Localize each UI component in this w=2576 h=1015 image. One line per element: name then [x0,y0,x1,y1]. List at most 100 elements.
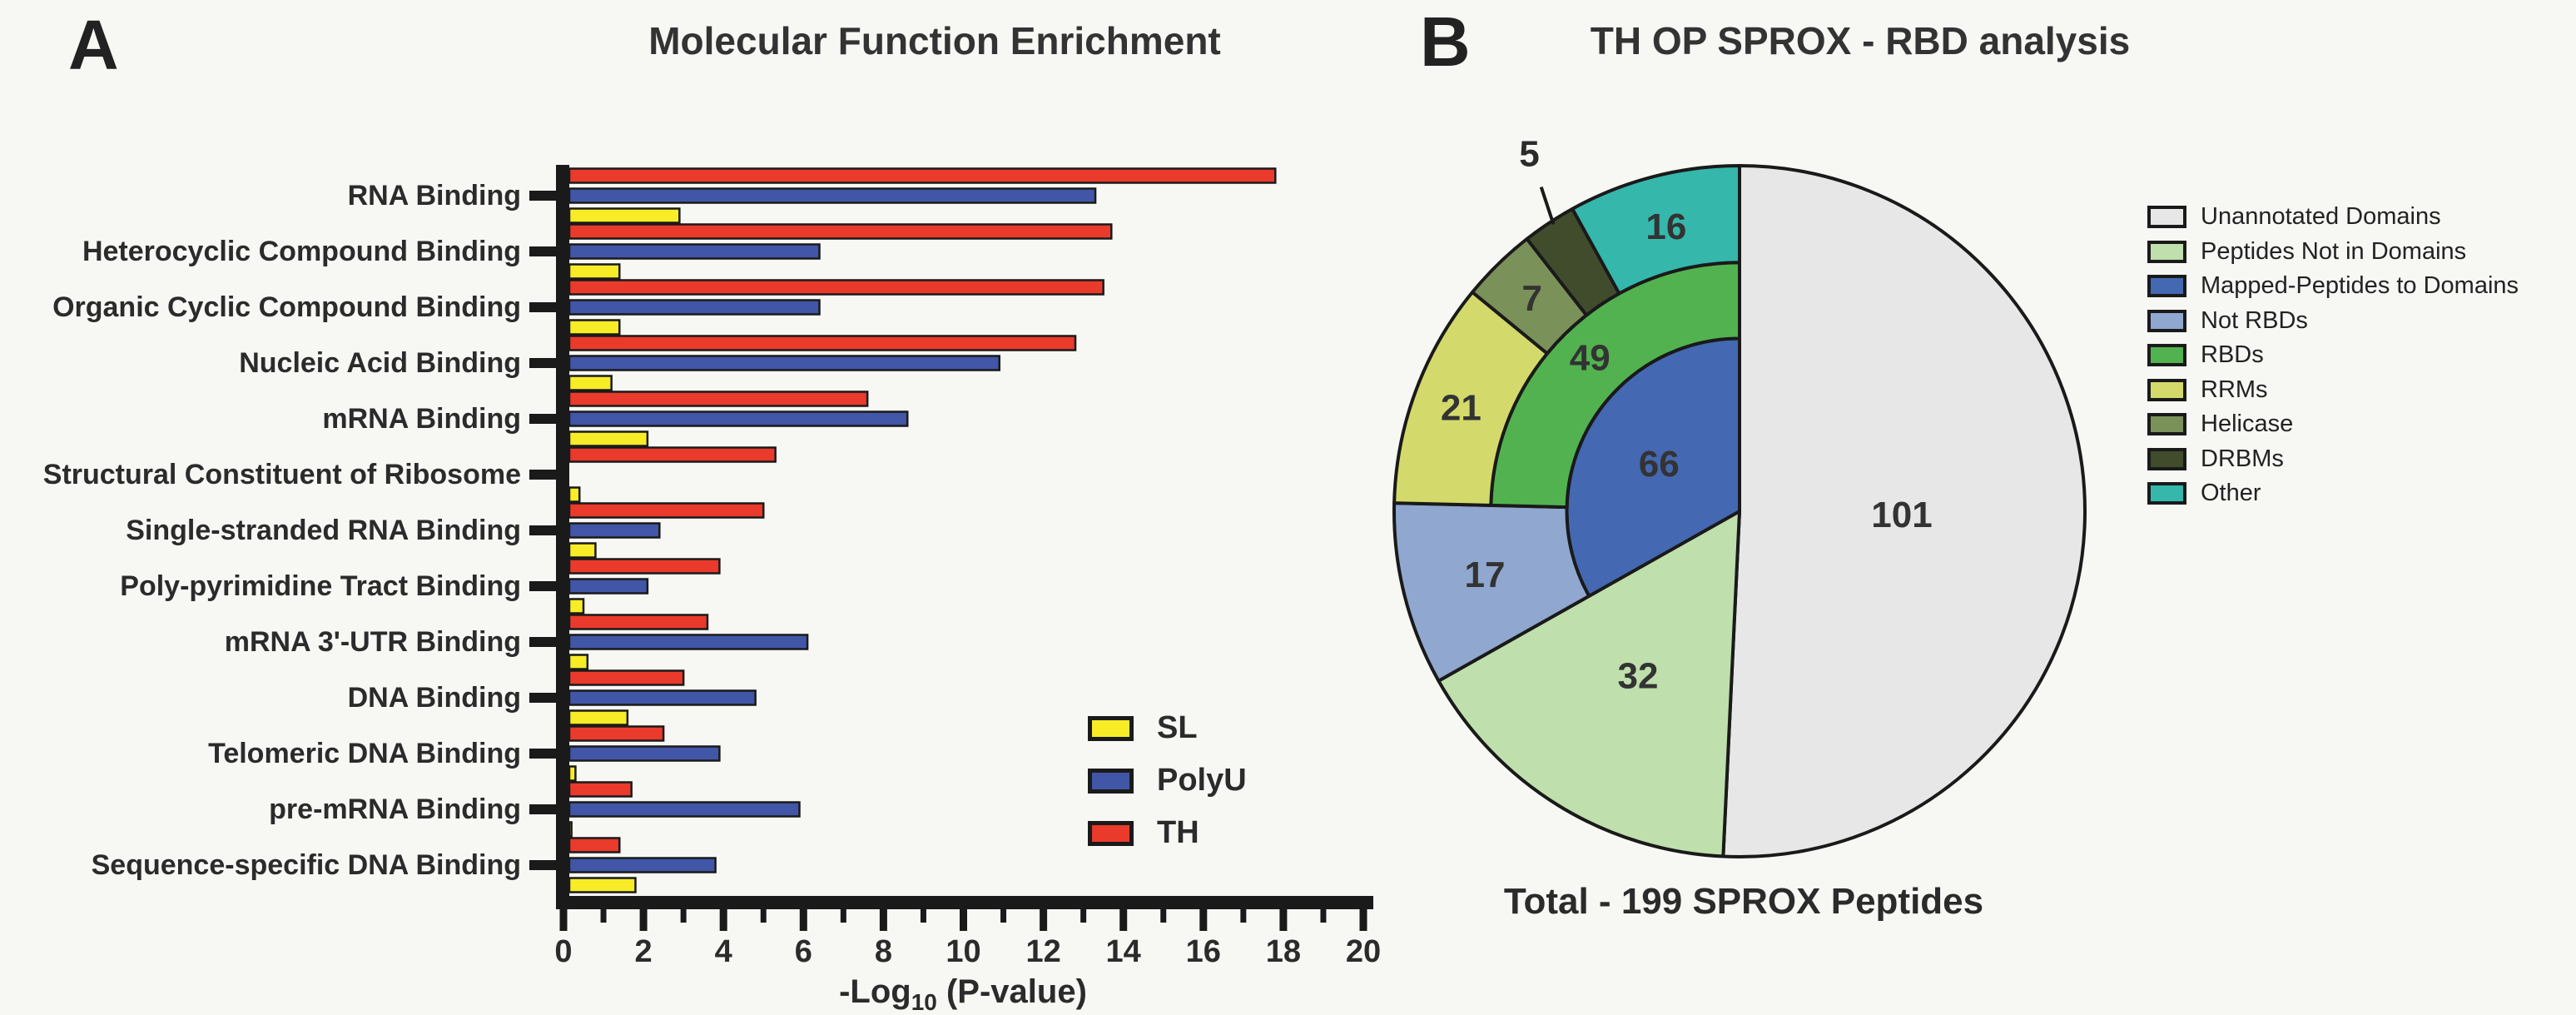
bar-sl-sequence-specific-dna-binding [568,877,637,893]
bar-sl-mrna-binding [568,430,649,447]
category-tick [529,191,556,201]
legend-item-other: Other [2147,476,2519,511]
bar-th-sequence-specific-dna-binding [568,837,621,853]
bar-sl-dna-binding [568,709,629,726]
bar-th-telomeric-dna-binding [568,725,665,742]
bar-th-rna-binding [568,167,1277,184]
pie-value-unannotated-domains: 101 [1871,495,1932,535]
category-label-organic-cyclic-compound-binding: Organic Cyclic Compound Binding [52,291,521,323]
legend-item-sl: SL [1088,702,1247,754]
x-tick-label-8: 8 [875,934,892,969]
x-axis-title: -Log10 (P-value) [839,973,1087,1015]
x-tick-label-10: 10 [946,934,980,969]
x-major-tick [1199,909,1208,931]
x-tick-label-16: 16 [1186,934,1221,969]
category-label-sequence-specific-dna-binding: Sequence-specific DNA Binding [92,849,521,881]
x-minor-tick [1320,909,1327,923]
pie-value-rrms: 21 [1441,387,1482,428]
legend-label-helicase: Helicase [2201,410,2294,438]
panel-a-title: Molecular Function Enrichment [648,19,1221,62]
pie-value-rbds: 49 [1570,337,1611,378]
category-label-telomeric-dna-binding: Telomeric DNA Binding [208,738,521,769]
x-minor-tick [920,909,926,923]
legend-item-mapped-peptides-to-domains: Mapped-Peptides to Domains [2147,269,2519,304]
legend-item-drbms: DRBMs [2147,442,2519,477]
bar-polyu-nucleic-acid-binding [568,355,1000,371]
bar-polyu-mrna-binding [568,410,909,427]
bar-sl-structural-constituent-of-ribosome [568,486,581,503]
bar-th-nucleic-acid-binding [568,335,1077,351]
x-tick-label-4: 4 [715,934,732,969]
x-major-tick [1119,909,1128,931]
x-major-tick [1359,909,1367,931]
legend-label-mapped-peptides-to-domains: Mapped-Peptides to Domains [2201,272,2519,300]
legend-swatch-sl [1088,715,1134,741]
pie-value-helicase: 7 [1521,278,1541,319]
bar-th-pre-mrna-binding [568,781,633,798]
pie-total-caption: Total - 199 SPROX Peptides [1503,881,1984,922]
x-minor-tick [1000,909,1007,923]
bar-polyu-pre-mrna-binding [568,801,801,818]
category-label-rna-binding: RNA Binding [348,180,521,211]
legend-item-unannotated-domains: Unannotated Domains [2147,200,2519,235]
legend-swatch-unannotated-domains [2147,206,2186,229]
category-label-mrna-3-utr-binding: mRNA 3'-UTR Binding [225,626,521,658]
bar-chart: RNA Binding Heterocyclic Compound Binding… [43,165,1381,1015]
x-minor-tick [1240,909,1247,923]
bar-sl-organic-cyclic-compound-binding [568,319,621,336]
x-minor-tick [1080,909,1087,923]
bar-sl-poly-pyrimidine-tract-binding [568,598,585,614]
panel-b-title: TH OP SPROX - RBD analysis [1590,19,2131,62]
legend-swatch-rbds [2147,344,2186,367]
legend-swatch-rrms [2147,378,2186,401]
bar-polyu-mrna-3-utr-binding [568,634,809,650]
category-tick [529,525,556,535]
legend-label-not-rbds: Not RBDs [2201,306,2308,334]
category-tick [529,358,556,368]
x-major-tick [719,909,727,931]
bar-th-organic-cyclic-compound-binding [568,279,1104,296]
bar-sl-rna-binding [568,207,681,224]
bar-th-structural-constituent-of-ribosome [568,446,777,463]
x-tick-label-18: 18 [1266,934,1301,969]
x-major-tick [879,909,887,931]
bar-polyu-single-stranded-rna-binding [568,522,661,539]
y-axis-line [556,165,569,909]
pie-value-mapped-peptides-to-domains: 66 [1639,444,1680,485]
x-major-tick [960,909,967,931]
pie-slice-peptides-not-in-domains [1437,510,1741,858]
legend-label-rrms: RRMs [2201,376,2268,403]
panel-b-letter: B [1420,2,1471,81]
x-tick-label-2: 2 [635,934,653,969]
x-minor-tick [1160,909,1167,923]
bar-sl-single-stranded-rna-binding [568,542,597,559]
category-tick [529,470,556,480]
pie-value-not-rbds: 17 [1465,555,1506,595]
category-label-dna-binding: DNA Binding [348,682,521,714]
legend-swatch-peptides-not-in-domains [2147,240,2186,263]
x-minor-tick [600,909,607,923]
category-label-single-stranded-rna-binding: Single-stranded RNA Binding [126,515,521,546]
x-tick-label-14: 14 [1106,934,1141,969]
x-tick-label-6: 6 [795,934,812,969]
x-minor-tick [760,909,767,923]
bar-polyu-sequence-specific-dna-binding [568,857,717,873]
panel-a-letter: A [68,6,119,84]
bar-sl-mrna-3-utr-binding [568,654,589,670]
category-label-pre-mrna-binding: pre-mRNA Binding [269,794,521,825]
x-major-tick [799,909,807,931]
legend-item-not-rbds: Not RBDs [2147,304,2519,339]
x-minor-tick [840,909,846,923]
bar-th-dna-binding [568,669,685,686]
x-major-tick [639,909,648,931]
pie-slice-unannotated-domains [1721,164,2087,858]
category-tick [529,804,556,814]
bar-sl-heterocyclic-compound-binding [568,263,621,280]
x-tick-label-20: 20 [1346,934,1381,969]
callout-line-drbms [1539,187,1556,225]
x-minor-tick [680,909,687,923]
bar-th-single-stranded-rna-binding [568,502,765,519]
pie-slice-not-rbds [1392,501,1591,683]
